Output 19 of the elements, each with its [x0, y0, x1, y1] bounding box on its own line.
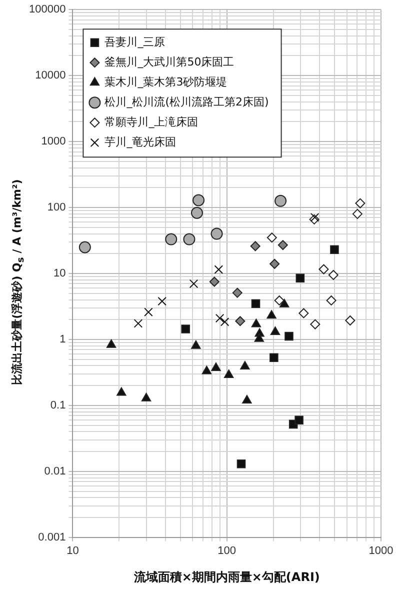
legend-label: 葉木川_葉木第3砂防堰堤: [104, 75, 228, 88]
y-tick-label: 10: [53, 268, 66, 280]
x-axis-title: 流域面積×期間内雨量×勾配(ARI): [132, 570, 320, 584]
y-tick-label: 0.01: [44, 465, 66, 478]
x-tick-label: 10: [66, 545, 79, 558]
legend-label: 芋川_竜光床固: [104, 135, 176, 148]
y-tick-label: 0.1: [50, 399, 66, 412]
y-tick-label: 100: [47, 202, 66, 214]
x-tick-label: 100: [218, 545, 236, 558]
legend-label: 常願寺川_上滝床固: [104, 115, 198, 128]
legend-label: 吾妻川_三原: [104, 35, 166, 48]
y-tick-label: 10000: [35, 70, 66, 82]
legend-label: 釜無川_大武川第50床固工: [104, 55, 234, 68]
y-tick-label: 100000: [28, 4, 66, 16]
y-tick-label: 0.001: [38, 531, 66, 544]
y-tick-label: 1: [60, 334, 66, 346]
y-tick-label: 1000: [41, 136, 66, 148]
x-tick-label: 1000: [368, 545, 394, 558]
legend-label: 松川_松川流(松川流路工第2床固): [104, 95, 269, 108]
